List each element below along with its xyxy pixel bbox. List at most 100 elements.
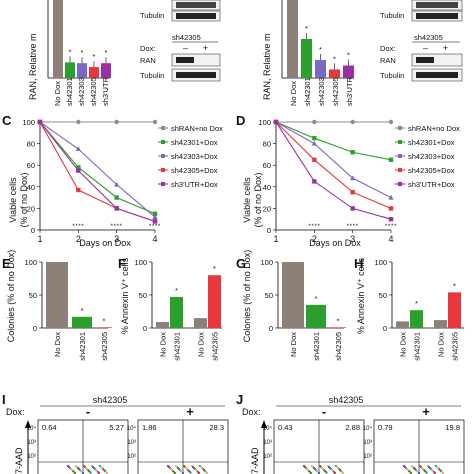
flowJ-dot-right-42 xyxy=(436,466,440,470)
lineD-pt-2-2 xyxy=(350,175,356,181)
lineC-xticklabel-2: 2 xyxy=(76,234,81,244)
flowI-dot-left-46 xyxy=(88,470,92,474)
blot-dox-2: Dox: xyxy=(380,44,395,53)
topR-bar-2 xyxy=(315,60,326,78)
lineD-pt-3-2 xyxy=(350,190,355,195)
flowJ-plus: + xyxy=(422,404,430,419)
lineC-series-2 xyxy=(39,121,156,218)
flowI-dot-left-42 xyxy=(100,466,104,470)
top-left-cat-1: sh42301 xyxy=(65,77,74,106)
lineD-legend-marker-4 xyxy=(398,182,402,186)
bar-chart-e: 0 50 100 No Dox * sh42301 * sh42305 Colonies (% … xyxy=(6,250,112,361)
flowJ-yaxis-label: 7-AAD xyxy=(250,447,260,474)
barH-cat-3: sh42305 xyxy=(451,332,460,361)
lineC-yticklabel-100: 100 xyxy=(22,118,35,127)
barF-ylabel: % Annexin V⁺ cells xyxy=(120,257,130,334)
lineC-pt-4-3 xyxy=(152,219,158,224)
lineD-sig-4-3: * xyxy=(394,224,397,230)
barF-cat-1: sh42301 xyxy=(173,332,182,361)
barG-yticklabel-50: 50 xyxy=(265,291,273,300)
flowI-dot-left-53 xyxy=(67,465,71,469)
topR-bar-3 xyxy=(329,69,340,78)
lineC-legend-marker-3 xyxy=(161,168,165,172)
lineD-yticklabel-80: 80 xyxy=(263,140,271,149)
panel-label-g: G xyxy=(236,256,246,271)
flowI-dot-left-47 xyxy=(85,467,89,471)
flowI-tick-left-0: 10⁴ xyxy=(27,425,37,432)
lineD-sig-3-0: * xyxy=(347,224,350,230)
flowJ-dot-left-47 xyxy=(321,467,325,471)
blot-minus-2: – xyxy=(423,43,428,53)
flowI-dot-right-52 xyxy=(170,468,174,472)
lineC-sig-4-3: * xyxy=(158,224,161,230)
barE-bar-1 xyxy=(72,316,92,328)
barF-cat-2: No Dox xyxy=(197,332,206,357)
bar-chart-h: 0 50 100 No Dox * sh42301 No Dox * sh42305 % Anne… xyxy=(356,257,464,361)
flow-panel-i: sh42305 Dox: - +7-AAD 10⁴ 10³ 10² 10⁴ 10³ 10² 0.64… xyxy=(6,395,229,474)
d-ylabel-2: (% of no Dox) xyxy=(253,172,263,227)
blot-plus-2: + xyxy=(443,43,448,53)
barG-cat-1: sh42301 xyxy=(312,332,321,361)
topR-bar-1 xyxy=(301,39,312,78)
flowI-tick-right-2: 10² xyxy=(127,454,136,460)
flowJ-dot-left-46 xyxy=(324,470,328,474)
lineC-sig-4-1: * xyxy=(152,224,155,230)
barF-yticklabel-0: 0 xyxy=(143,324,147,333)
lineD-pt-1-2 xyxy=(350,150,355,155)
barF-star-1: * xyxy=(175,286,178,295)
flowI-q-left-ul: 0.64 xyxy=(42,423,57,432)
barG-cat-2: sh42305 xyxy=(334,332,343,361)
lineD-legend-label-3: sh42305+Dox xyxy=(408,166,455,175)
lineC-pt-3-1 xyxy=(76,187,81,193)
flowI-dot-left-54 xyxy=(104,470,108,474)
top-left-cat-4: sh3'UTR xyxy=(101,76,110,106)
lineC-pt-0-1 xyxy=(76,119,81,125)
flowI-dot-left-48 xyxy=(82,464,86,468)
rna-ylabel-right: RAN, Relative m xyxy=(262,33,272,100)
top-right-cat-3: sh42305 xyxy=(331,77,340,106)
barE-yticklabel-50: 50 xyxy=(29,291,37,300)
flowJ-q-right-ul: 0.79 xyxy=(378,423,393,432)
lineD-pt-4-0 xyxy=(273,119,279,125)
flowI-dot-right-47 xyxy=(185,467,189,471)
flowJ-tick-right-1: 10³ xyxy=(363,440,372,446)
lineC-legend-marker-4 xyxy=(161,182,165,186)
lineC-legend-label-1: sh42301+Dox xyxy=(171,138,218,147)
flowJ-dot-left-52 xyxy=(306,468,310,472)
flowI-q-right-ul: 1.86 xyxy=(142,423,157,432)
flowJ-dot-right-54 xyxy=(440,470,444,474)
lineD-sig-2-0: * xyxy=(308,224,311,230)
flowI-q-left-ur: 5.27 xyxy=(109,423,124,432)
lineD-pt-4-2 xyxy=(350,206,355,211)
lineC-sig-2-0: * xyxy=(72,224,75,230)
lineC-pt-2-2 xyxy=(114,181,120,187)
flowJ-q-left-ul: 0.43 xyxy=(278,423,293,432)
barF-cat-0: No Dox xyxy=(159,332,168,357)
barE-cat-0: No Dox xyxy=(53,332,62,357)
flowI-dot-right-51 xyxy=(173,471,177,474)
panel-label-e: E xyxy=(2,256,11,271)
flowJ-tick-right-2: 10² xyxy=(363,454,372,460)
lineD-series-3 xyxy=(275,121,392,209)
blot-ran-2: RAN xyxy=(380,56,396,65)
flowI-dot-right-42 xyxy=(200,466,204,470)
lineD-sig-2-3: * xyxy=(317,224,320,230)
panel-label-i: I xyxy=(2,392,6,407)
blot-sh-title-2: sh42305 xyxy=(414,33,443,42)
lineD-yticklabel-20: 20 xyxy=(263,204,271,213)
flowI-yaxis-label: 7-AAD xyxy=(14,447,24,474)
lineC-pt-2-1 xyxy=(75,146,81,151)
barH-cat-1: sh42301 xyxy=(413,332,422,361)
flowI-plus: + xyxy=(186,404,194,419)
barE-bar-2 xyxy=(96,327,112,328)
barF-bar-3 xyxy=(208,275,221,328)
lineC-sig-2-3: * xyxy=(81,224,84,230)
lineD-legend-label-0: shRAN+no Dox xyxy=(408,124,460,133)
flowJ-dot-left-43 xyxy=(333,471,337,474)
lineC-sig-4-2: * xyxy=(155,224,158,230)
blot-dox-1: Dox: xyxy=(140,44,155,53)
flowI-dot-left-50 xyxy=(76,466,80,470)
flowI-dot-right-50 xyxy=(176,466,180,470)
flowJ-dot-left-50 xyxy=(312,466,316,470)
